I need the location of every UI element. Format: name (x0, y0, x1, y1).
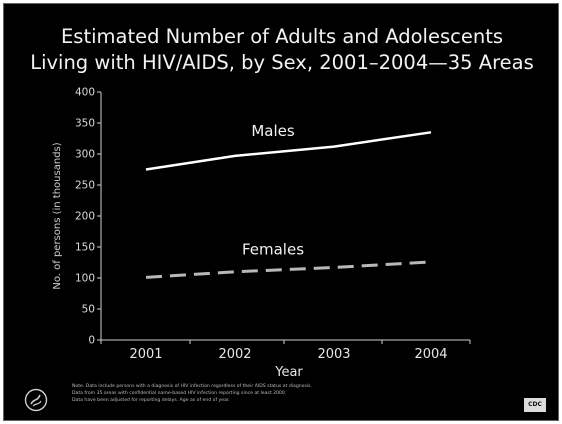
slide: Estimated Number of Adults and Adolescen… (3, 3, 559, 421)
chart-title-line-2: Living with HIV/AIDS, by Sex, 2001–2004—… (30, 51, 534, 74)
y-tick-label: 350 (75, 118, 95, 130)
y-tick-label: 150 (75, 242, 95, 254)
series-line-males (145, 131, 432, 171)
y-tick-label: 200 (75, 211, 95, 223)
chart-title-line-1: Estimated Number of Adults and Adolescen… (60, 25, 504, 48)
series-label-males: Males (251, 122, 295, 140)
y-axis-label: No. of persons (in thousands) (52, 142, 63, 289)
series-line-females (145, 260, 432, 279)
x-tick-label: 2003 (317, 347, 350, 362)
footnote-line-1: Note. Data include persons with a diagno… (72, 384, 312, 389)
x-tick-label: 2002 (218, 347, 251, 362)
series-label-females: Females (242, 241, 304, 259)
y-tick-label: 100 (75, 273, 95, 285)
footnote-line-3: Data have been adjusted for reporting de… (72, 398, 230, 403)
x-tick-label: 2001 (129, 347, 162, 362)
chart-plot: 0 50 100 150 200 250 300 350 400 2001 2002 2003 2004… (52, 87, 471, 380)
x-axis-label: Year (274, 365, 303, 380)
footnote-line-2: Data from 35 areas with confidential nam… (72, 391, 287, 396)
y-tick-label: 0 (88, 335, 95, 347)
y-tick-label: 300 (75, 149, 95, 161)
hhs-logo-icon (24, 388, 48, 412)
y-tick-label: 400 (75, 87, 95, 99)
y-tick-label: 50 (82, 304, 95, 316)
x-tick-label: 2004 (414, 347, 447, 362)
cdc-logo-icon: CDC (524, 398, 546, 412)
y-tick-label: 250 (75, 180, 95, 192)
